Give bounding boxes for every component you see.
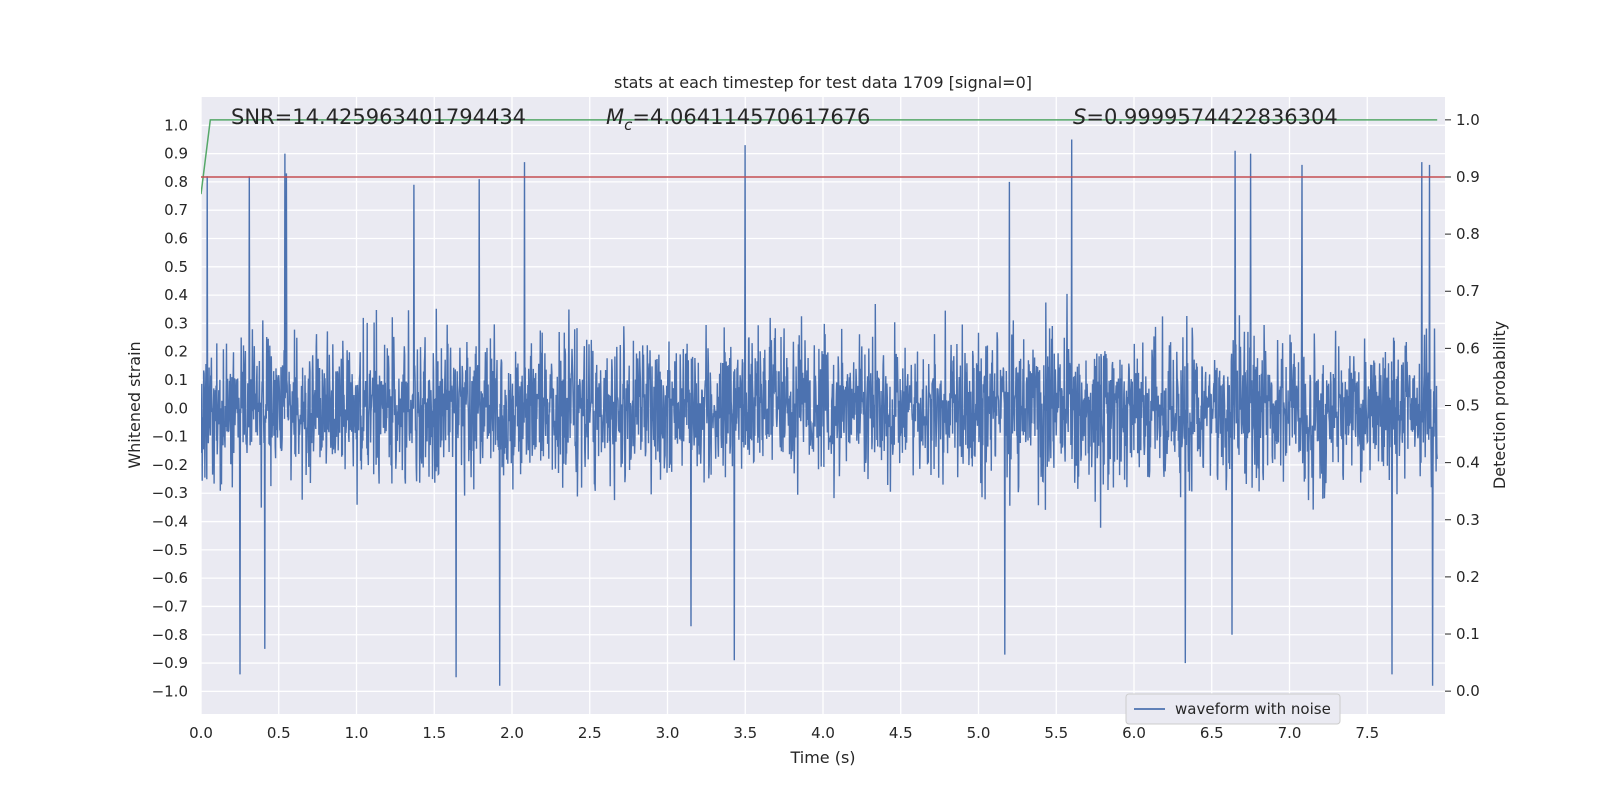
x-tick-label: 3.5 — [733, 724, 757, 742]
s-annotation: S=0.9999574422836304 — [1073, 105, 1338, 129]
x-tick-label: 5.0 — [967, 724, 991, 742]
y-tick-label: −0.7 — [152, 597, 188, 615]
y-tick-label: −0.4 — [152, 513, 188, 531]
legend-label: waveform with noise — [1175, 700, 1331, 718]
tick-labels: 0.0 0.5 1.0 1.5 2.0 2.5 3.0 3.5 4.0 4.5 5.0 5.5 6.0 6… — [152, 111, 1480, 742]
s-symbol: S — [1073, 105, 1086, 129]
y-tick-label: 0.4 — [164, 286, 188, 304]
waveform-line — [201, 139, 1438, 686]
detection-probability-line — [201, 119, 1438, 195]
chirp-mass-value: =4.064114570617676 — [632, 105, 870, 129]
chirp-mass-annotation: Mc=4.064114570617676 — [606, 105, 870, 134]
y-tick-label: 1.0 — [164, 116, 188, 134]
chirp-mass-symbol: M — [606, 105, 624, 129]
x-tick-label: 1.5 — [422, 724, 446, 742]
chirp-mass-subscript: c — [624, 116, 633, 134]
series-layer — [201, 119, 1445, 686]
x-tick-label: 4.0 — [811, 724, 835, 742]
y2-tick-label: 0.2 — [1456, 568, 1480, 586]
s-value: =0.9999574422836304 — [1086, 105, 1337, 129]
x-tick-label: 4.5 — [889, 724, 913, 742]
y-tick-label: 0.9 — [164, 145, 188, 163]
y-tick-label: −1.0 — [152, 682, 188, 700]
y-tick-label: 0.1 — [164, 371, 188, 389]
y2-tick-label: 0.9 — [1456, 168, 1480, 186]
y2-tick-label: 0.0 — [1456, 682, 1480, 700]
y2-axis-label: Detection probability — [1490, 321, 1509, 489]
x-tick-label: 6.0 — [1122, 724, 1146, 742]
y-tick-label: 0.8 — [164, 173, 188, 191]
x-tick-label: 2.0 — [500, 724, 524, 742]
y-tick-label: 0.0 — [164, 399, 188, 417]
x-tick-label: 6.5 — [1200, 724, 1224, 742]
y-tick-label: 0.3 — [164, 314, 188, 332]
y-tick-label: −0.3 — [152, 484, 188, 502]
x-tick-label: 0.0 — [189, 724, 213, 742]
y2-tick-label: 0.7 — [1456, 282, 1480, 300]
y-tick-label: −0.2 — [152, 456, 188, 474]
y-tick-label: −0.1 — [152, 428, 188, 446]
y2-tick-label: 0.4 — [1456, 454, 1480, 472]
y-tick-label: 0.2 — [164, 343, 188, 361]
x-tick-label: 2.5 — [578, 724, 602, 742]
y-tick-label: −0.6 — [152, 569, 188, 587]
plot-area — [201, 119, 1445, 686]
x-tick-label: 0.5 — [267, 724, 291, 742]
y-axis-label: Whitened strain — [125, 341, 144, 468]
y2-tick-label: 0.1 — [1456, 625, 1480, 643]
y-tick-label: −0.8 — [152, 626, 188, 644]
y2-tick-label: 0.5 — [1456, 397, 1480, 415]
y-tick-label: 0.5 — [164, 258, 188, 276]
y-tick-label: −0.9 — [152, 654, 188, 672]
x-tick-label: 7.0 — [1278, 724, 1302, 742]
legend: waveform with noise — [1125, 693, 1341, 725]
chart-title: stats at each timestep for test data 170… — [614, 73, 1032, 92]
y-tick-label: −0.5 — [152, 541, 188, 559]
x-tick-label: 1.0 — [345, 724, 369, 742]
y2-tick-label: 0.3 — [1456, 511, 1480, 529]
y-tick-label: 0.6 — [164, 230, 188, 248]
snr-annotation: SNR=14.425963401794434 — [231, 105, 526, 129]
x-axis-label: Time (s) — [789, 748, 855, 767]
legend-box — [1125, 693, 1341, 725]
y2-tick-label: 0.6 — [1456, 339, 1480, 357]
y-tick-label: 0.7 — [164, 201, 188, 219]
y2-tick-label: 0.8 — [1456, 225, 1480, 243]
x-tick-label: 3.0 — [656, 724, 680, 742]
y2-tick-label: 1.0 — [1456, 111, 1480, 129]
x-tick-label: 7.5 — [1355, 724, 1379, 742]
x-tick-label: 5.5 — [1044, 724, 1068, 742]
